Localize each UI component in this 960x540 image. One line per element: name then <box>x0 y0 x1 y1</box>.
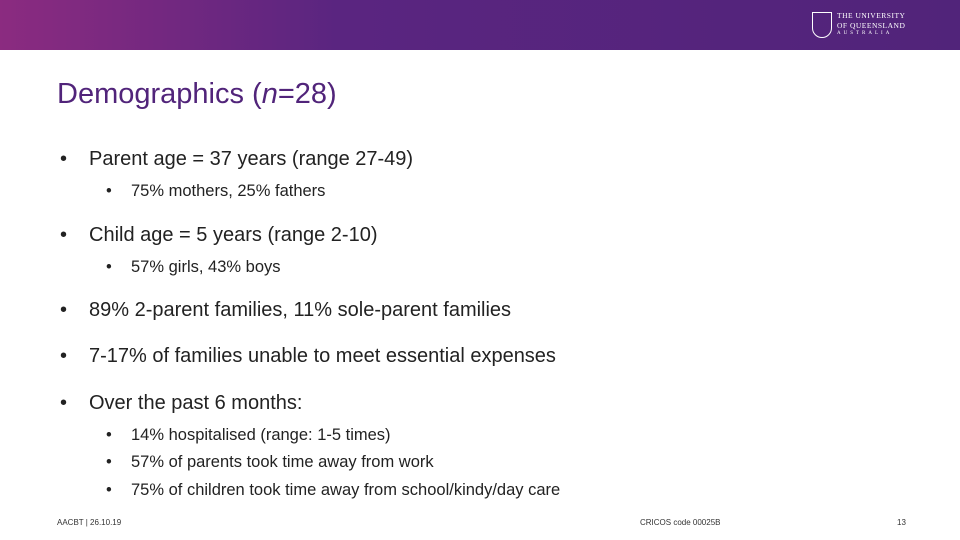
bullet-dot: • <box>106 258 112 276</box>
bullet-dot: • <box>106 182 112 200</box>
bullet-dot: • <box>60 148 68 170</box>
bullet-dot: • <box>60 224 68 246</box>
crest <box>812 12 832 38</box>
bullet-text: 7-17% of families unable to meet essenti… <box>89 345 556 367</box>
bullet-dot: • <box>60 345 68 367</box>
title-text: =28) <box>277 78 337 110</box>
sub-bullet-text: 14% hospitalised (range: 1-5 times) <box>131 426 391 444</box>
title-text: n <box>261 78 278 110</box>
bullet-text: Over the past 6 months: <box>89 392 303 414</box>
logo-line: of Queensland <box>837 21 906 30</box>
footer-center: CRICOS code 00025B <box>640 518 721 527</box>
logo-line: The University <box>837 11 906 20</box>
logo-line: Australia <box>837 31 893 36</box>
sub-bullet-text: 75% mothers, 25% fathers <box>131 182 326 200</box>
title-text: Demographics ( <box>57 78 262 110</box>
sub-bullet-text: 57% of parents took time away from work <box>131 453 434 471</box>
sub-bullet-text: 75% of children took time away from scho… <box>131 481 561 499</box>
bullet-dot: • <box>106 481 112 499</box>
bullet-text: 89% 2-parent families, 11% sole-parent f… <box>89 299 512 321</box>
bullet-dot: • <box>106 453 112 471</box>
bullet-dot: • <box>106 426 112 444</box>
slide-title: Demographics (n=28) <box>57 78 337 111</box>
sub-bullet-text: 57% girls, 43% boys <box>131 258 281 276</box>
bullet-text: Child age = 5 years (range 2-10) <box>89 224 378 246</box>
header-bar <box>0 0 960 50</box>
bullet-dot: • <box>60 392 68 414</box>
footer-left: AACBT | 26.10.19 <box>57 518 122 527</box>
page-number: 13 <box>897 518 906 527</box>
bullet-text: Parent age = 37 years (range 27-49) <box>89 148 414 170</box>
bullet-dot: • <box>60 299 68 321</box>
